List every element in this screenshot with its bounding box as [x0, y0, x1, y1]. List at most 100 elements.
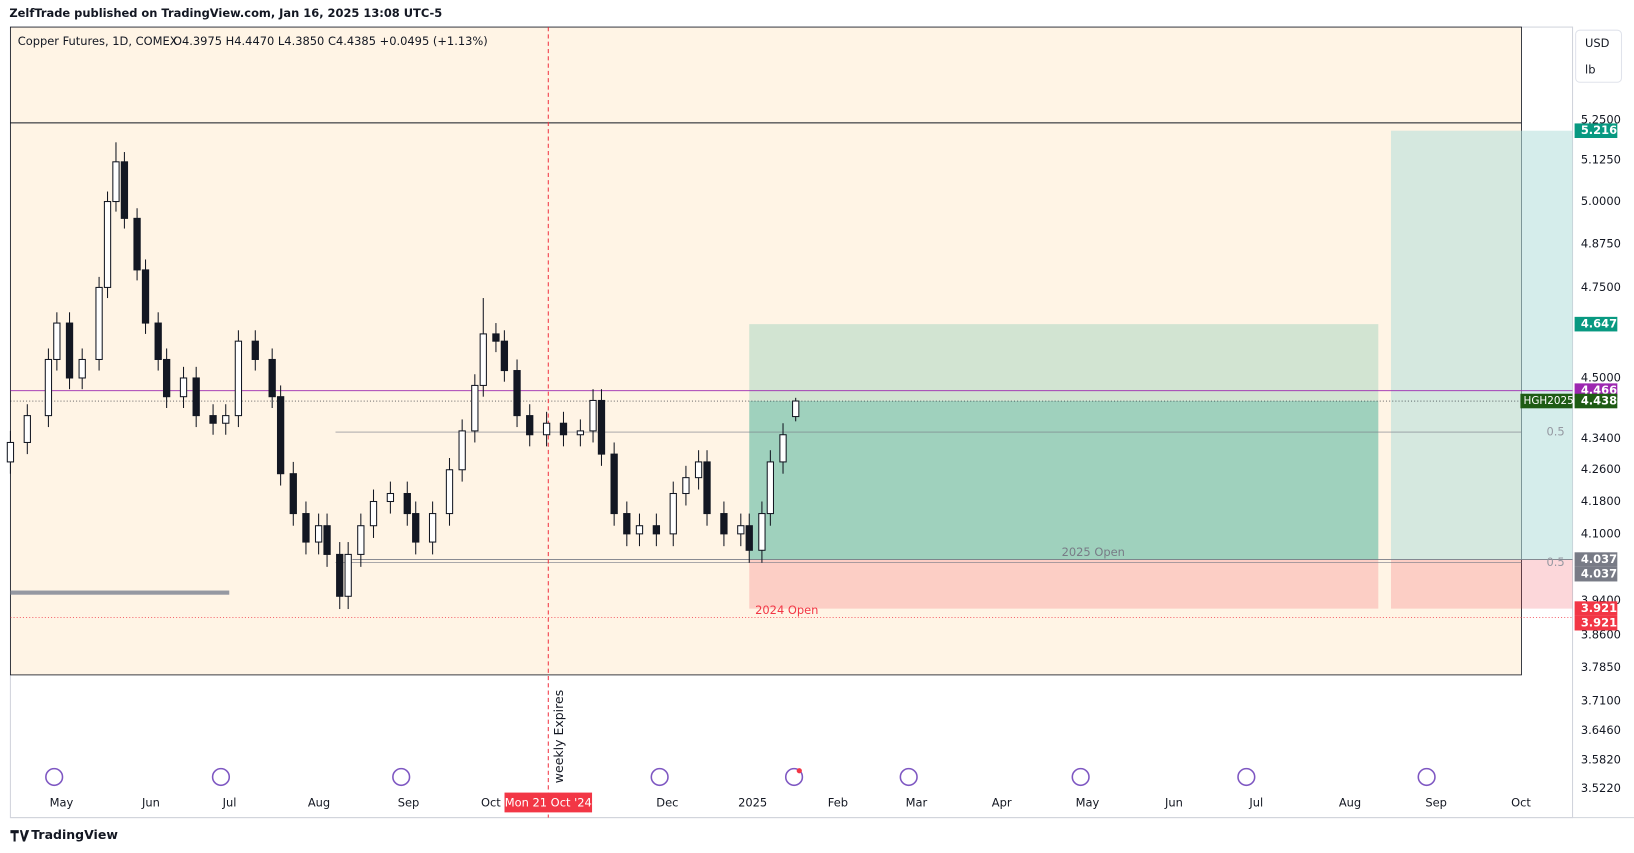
candle-body: [251, 340, 259, 360]
candle-body: [154, 322, 162, 360]
candle-body: [314, 525, 323, 543]
candle-body: [669, 492, 677, 535]
currency[interactable]: USD: [1585, 36, 1610, 50]
candle-body: [513, 370, 521, 417]
fib-label: 0.5: [1546, 555, 1564, 569]
candle-body: [53, 322, 61, 360]
symbol-title: Copper Futures, 1D, COMEX: [18, 34, 178, 48]
y-tick-label: 5.2500: [1581, 112, 1621, 126]
open-profit: [749, 401, 1379, 560]
candle-body: [745, 525, 753, 551]
candle-body: [542, 422, 551, 436]
price-badge: [1574, 393, 1618, 409]
candle-body: [610, 453, 618, 515]
candle-body: [344, 553, 352, 597]
candle-body: [268, 358, 276, 398]
y-tick-label: 4.3400: [1581, 431, 1621, 445]
target-zone: [1390, 130, 1573, 560]
candle-body: [492, 333, 500, 342]
candle-body: [737, 525, 745, 535]
x-tick-label: Apr: [992, 796, 1012, 810]
candle-body: [597, 399, 606, 455]
candle-body: [635, 525, 644, 535]
unit[interactable]: lb: [1585, 62, 1595, 76]
price-badge: [1574, 601, 1618, 616]
y-tick-label: 4.5000: [1581, 370, 1621, 384]
publisher: ZelfTrade published on TradingView.com, …: [9, 6, 442, 20]
candle-body: [162, 358, 171, 398]
price-badge: [1574, 566, 1618, 582]
price-badge: [1574, 615, 1618, 631]
candle-body: [412, 513, 420, 543]
candle-body: [44, 358, 53, 417]
candle-body: [179, 377, 188, 398]
x-tick-label: Dec: [656, 796, 678, 810]
stop-zone: [1390, 559, 1573, 609]
y-tick-label: 4.1800: [1581, 494, 1621, 508]
x-tick-label: Feb: [828, 796, 848, 810]
candle-body: [500, 340, 509, 372]
candle-body: [479, 333, 487, 386]
candle-body: [234, 340, 243, 417]
price-badge-label: 3.9210: [1581, 601, 1625, 615]
candle-body: [120, 161, 129, 219]
price-badge-label: 4.4660: [1581, 383, 1625, 397]
candle-body: [112, 161, 120, 203]
price-badge-label: 4.6470: [1581, 317, 1625, 331]
price-badge: [1574, 552, 1618, 567]
stop-zone: [749, 559, 1379, 609]
candle-body: [471, 384, 479, 432]
symbol-label: HGH2025: [1524, 395, 1574, 407]
candle-body: [65, 322, 74, 379]
price-badge-label: 4.0375: [1581, 552, 1625, 566]
candle-body: [6, 441, 15, 463]
candle-body: [78, 358, 86, 379]
y-tick-label: 5.1250: [1581, 153, 1621, 167]
price-badge-label: 5.2160: [1581, 123, 1625, 137]
candle-body: [766, 461, 775, 515]
drawing: [10, 590, 230, 595]
candle-body: [779, 434, 787, 463]
candle-body: [758, 513, 766, 551]
y-tick-label: 3.8600: [1581, 627, 1621, 641]
candle-body: [694, 461, 703, 479]
candle-body: [792, 400, 800, 418]
x-tick-label: Mar: [906, 796, 928, 810]
y-tick-label: 3.6460: [1581, 723, 1621, 737]
candle-body: [192, 377, 200, 417]
candle-body: [652, 525, 661, 535]
x-tick-label: Jun: [1164, 796, 1183, 810]
candle-body: [559, 422, 568, 436]
brand: TradingView: [31, 827, 118, 842]
price-badge: [1574, 123, 1618, 139]
crosshair-note: weekly Expires: [551, 690, 566, 783]
x-tick-label: Jun: [141, 796, 160, 810]
candle-body: [357, 525, 365, 555]
candle-body: [302, 513, 310, 543]
candle-body: [589, 399, 597, 432]
x-tick-label: 2025: [738, 796, 767, 810]
candle-body: [428, 513, 437, 543]
x-tick-label: Oct: [481, 796, 501, 810]
event-icons: [45, 767, 1436, 787]
x-tick-label: Oct: [1511, 796, 1531, 810]
fib-label: 0.5: [1546, 425, 1564, 439]
y-tick-label: 3.7850: [1581, 660, 1621, 674]
candle-body: [623, 513, 631, 535]
candle-body: [720, 513, 728, 535]
candle-body: [141, 269, 150, 324]
drawings: [10, 27, 1573, 818]
x-tick-label: May: [1076, 796, 1100, 810]
y-tick-label: 4.2600: [1581, 462, 1621, 476]
unit-box[interactable]: [1575, 29, 1623, 83]
candle-body: [323, 525, 331, 555]
price-badge: [1574, 316, 1618, 332]
x-tick-label: May: [50, 796, 74, 810]
y-tick-label: 4.8750: [1581, 236, 1621, 250]
y-tick-label: 4.7500: [1581, 280, 1621, 294]
y-tick-label: 3.5820: [1581, 753, 1621, 767]
candle-body: [445, 469, 454, 515]
candle-body: [23, 415, 31, 443]
price-badge-label: 4.0375: [1581, 567, 1625, 581]
